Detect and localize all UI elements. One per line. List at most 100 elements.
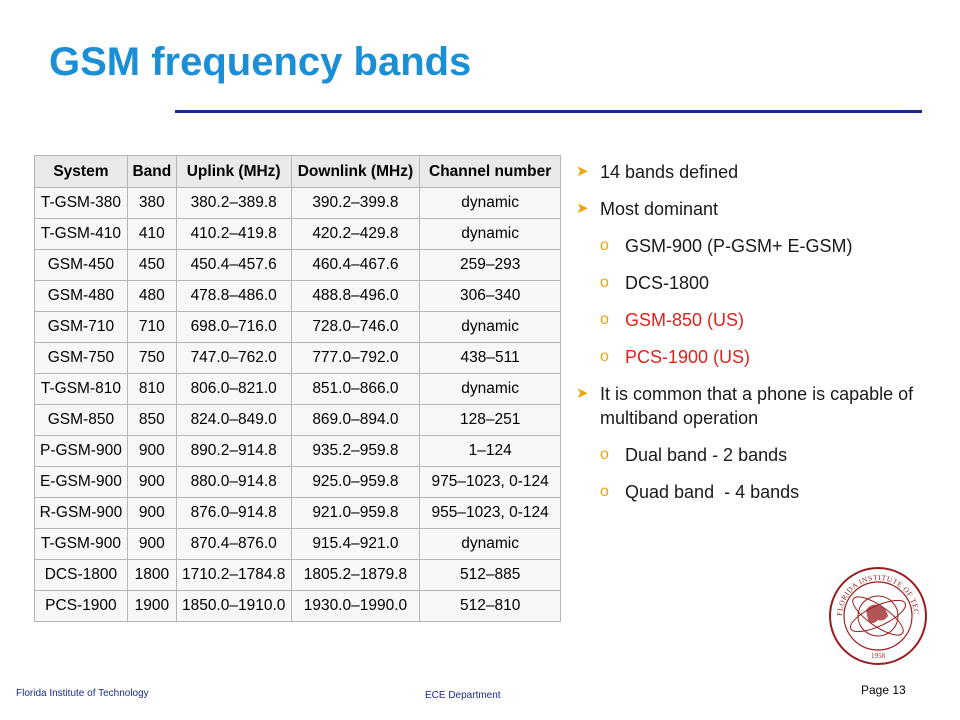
cell-band: 480 (126, 280, 177, 312)
university-seal-icon: FLORIDA INSTITUTE OF TECHNOLOGY 1958 (828, 566, 927, 665)
cell-downlink: 869.0–894.0 (290, 404, 421, 436)
table-row: GSM-750 750 747.0–762.0 777.0–792.0 438–511 (34, 342, 561, 374)
header-channel-number: Channel number (419, 155, 561, 188)
cell-band: 410 (126, 218, 177, 250)
cell-channel: 306–340 (419, 280, 561, 312)
cell-band: 450 (126, 249, 177, 281)
footer-institution: Florida Institute of Technology (16, 688, 149, 699)
cell-band: 850 (126, 404, 177, 436)
table-row: GSM-850 850 824.0–849.0 869.0–894.0 128–251 (34, 404, 561, 436)
cell-band: 1800 (126, 559, 177, 591)
cell-uplink: 478.8–486.0 (175, 280, 292, 312)
cell-uplink: 876.0–914.8 (175, 497, 292, 529)
cell-channel: dynamic (419, 528, 561, 560)
table-row: T-GSM-380 380 380.2–389.8 390.2–399.8 dynami… (34, 187, 561, 219)
bullet-text: It is common that a phone is capable of … (600, 384, 914, 428)
cell-system: DCS-1800 (34, 559, 128, 591)
cell-channel: dynamic (419, 311, 561, 343)
cell-downlink: 925.0–959.8 (290, 466, 421, 498)
bullet-item: ➤ 14 bands defined (576, 160, 936, 184)
bullet-text: 14 bands defined (600, 162, 739, 182)
cell-downlink: 777.0–792.0 (290, 342, 421, 374)
cell-uplink: 1850.0–1910.0 (175, 590, 292, 622)
cell-uplink: 747.0–762.0 (175, 342, 292, 374)
table-row: GSM-450 450 450.4–457.6 460.4–467.6 259–293 (34, 249, 561, 281)
table-row: T-GSM-410 410 410.2–419.8 420.2–429.8 dynami… (34, 218, 561, 250)
cell-channel: 955–1023, 0-124 (419, 497, 561, 529)
circle-bullet-icon: o (600, 237, 609, 254)
cell-uplink: 1710.2–1784.8 (175, 559, 292, 591)
cell-system: P-GSM-900 (34, 435, 128, 467)
table-row: GSM-710 710 698.0–716.0 728.0–746.0 dynamic (34, 311, 561, 343)
cell-band: 900 (126, 528, 177, 560)
cell-channel: dynamic (419, 187, 561, 219)
cell-downlink: 728.0–746.0 (290, 311, 421, 343)
header-system: System (34, 155, 128, 188)
table-row: T-GSM-900 900 870.4–876.0 915.4–921.0 dynami… (34, 528, 561, 560)
bullet-list: ➤ 14 bands defined ➤ Most dominant o GSM-… (576, 160, 936, 517)
cell-channel: 128–251 (419, 404, 561, 436)
cell-system: GSM-710 (34, 311, 128, 343)
cell-system: T-GSM-810 (34, 373, 128, 405)
cell-downlink: 1805.2–1879.8 (290, 559, 421, 591)
circle-bullet-icon: o (600, 311, 609, 328)
svg-text:1958: 1958 (871, 652, 886, 660)
cell-band: 900 (126, 466, 177, 498)
sub-bullet-item: o PCS-1900 (US) (576, 345, 912, 369)
sub-bullet-item: o Quad band - 4 bands (576, 480, 912, 504)
table-row: T-GSM-810 810 806.0–821.0 851.0–866.0 dynami… (34, 373, 561, 405)
cell-system: T-GSM-900 (34, 528, 128, 560)
cell-channel: 438–511 (419, 342, 561, 374)
sub-bullet-text: Quad band - 4 bands (625, 482, 800, 502)
cell-downlink: 420.2–429.8 (290, 218, 421, 250)
table-row: P-GSM-900 900 890.2–914.8 935.2–959.8 1–124 (34, 435, 561, 467)
cell-channel: dynamic (419, 373, 561, 405)
frequency-bands-table: System Band Uplink (MHz) Downlink (MHz) … (34, 155, 561, 622)
cell-uplink: 380.2–389.8 (175, 187, 292, 219)
cell-channel: dynamic (419, 218, 561, 250)
cell-downlink: 921.0–959.8 (290, 497, 421, 529)
bullet-item: ➤ It is common that a phone is capable o… (576, 382, 936, 504)
table-row: DCS-1800 1800 1710.2–1784.8 1805.2–1879.8 51… (34, 559, 561, 591)
circle-bullet-icon: o (600, 483, 609, 500)
cell-uplink: 870.4–876.0 (175, 528, 292, 560)
sub-bullet-item: o Dual band - 2 bands (576, 443, 912, 467)
page-number: Page 13 (861, 683, 906, 697)
cell-system: T-GSM-380 (34, 187, 128, 219)
cell-band: 900 (126, 497, 177, 529)
cell-band: 380 (126, 187, 177, 219)
cell-uplink: 806.0–821.0 (175, 373, 292, 405)
sub-bullet-text: GSM-850 (US) (625, 310, 745, 330)
cell-system: GSM-450 (34, 249, 128, 281)
sub-bullet-list: o GSM-900 (P-GSM+ E-GSM) o DCS-1800 o GSM-8… (600, 234, 936, 369)
cell-downlink: 460.4–467.6 (290, 249, 421, 281)
header-uplink: Uplink (MHz) (175, 155, 292, 188)
table-header-row: System Band Uplink (MHz) Downlink (MHz) … (34, 155, 561, 188)
cell-channel: 512–885 (419, 559, 561, 591)
bullet-item: ➤ Most dominant o GSM-900 (P-GSM+ E-GSM) … (576, 197, 936, 369)
cell-downlink: 851.0–866.0 (290, 373, 421, 405)
cell-downlink: 1930.0–1990.0 (290, 590, 421, 622)
sub-bullet-item: o GSM-850 (US) (576, 308, 912, 332)
cell-band: 710 (126, 311, 177, 343)
cell-band: 810 (126, 373, 177, 405)
slide-title: GSM frequency bands (49, 40, 472, 84)
cell-downlink: 488.8–496.0 (290, 280, 421, 312)
cell-channel: 975–1023, 0-124 (419, 466, 561, 498)
cell-system: T-GSM-410 (34, 218, 128, 250)
table-row: E-GSM-900 900 880.0–914.8 925.0–959.8 975–10… (34, 466, 561, 498)
bullet-text: Most dominant (600, 199, 719, 219)
footer-department: ECE Department (425, 690, 501, 701)
cell-channel: 259–293 (419, 249, 561, 281)
arrow-bullet-icon: ➤ (576, 200, 589, 217)
cell-uplink: 450.4–457.6 (175, 249, 292, 281)
cell-system: E-GSM-900 (34, 466, 128, 498)
cell-uplink: 890.2–914.8 (175, 435, 292, 467)
cell-system: GSM-750 (34, 342, 128, 374)
sub-bullet-item: o GSM-900 (P-GSM+ E-GSM) (576, 234, 912, 258)
sub-bullet-text: PCS-1900 (US) (625, 347, 751, 367)
cell-channel: 512–810 (419, 590, 561, 622)
cell-channel: 1–124 (419, 435, 561, 467)
table-row: GSM-480 480 478.8–486.0 488.8–496.0 306–340 (34, 280, 561, 312)
sub-bullet-text: DCS-1800 (625, 273, 710, 293)
